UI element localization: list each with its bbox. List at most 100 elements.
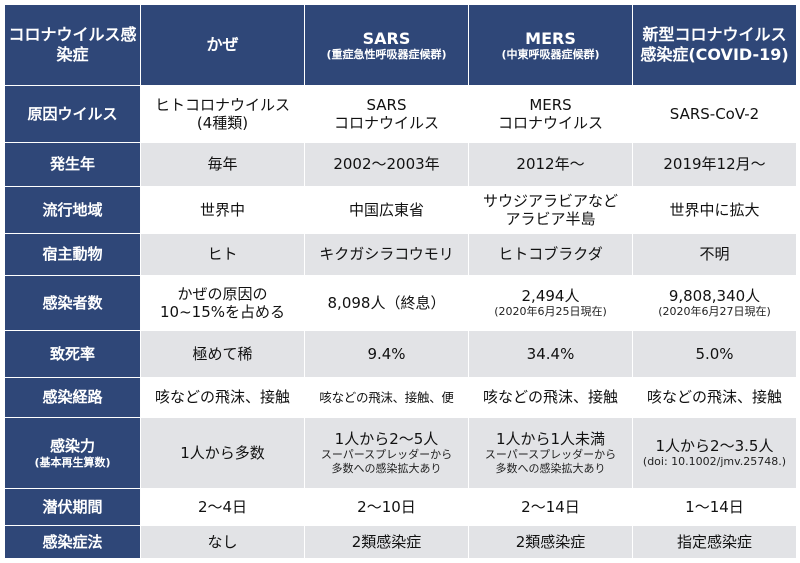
table-cell: サウジアラビアなど アラビア半島 xyxy=(468,186,633,234)
row-header: 感染力 (基本再生算数) xyxy=(4,417,141,490)
cell-line: 咳などの飛沫、接触、便 xyxy=(319,389,454,405)
table-cell: 中国広東省 xyxy=(304,186,469,234)
table-cell: 9.4% xyxy=(304,330,469,378)
column-header: MERS (中東呼吸器症候群) xyxy=(468,3,633,87)
cell-line: 34.4% xyxy=(526,344,575,363)
cell-note: スーパースプレッダーから 多数への感染拡大あり xyxy=(320,447,453,476)
cell-line: かぜ xyxy=(206,35,239,55)
cell-line: 1人から1人未満 xyxy=(495,429,606,448)
table-cell: SARS-CoV-2 xyxy=(632,85,797,143)
table-row: 感染経路 咳などの飛沫、接触 咳などの飛沫、接触、便 咳などの飛沫、接触 咳などの飛沫、… xyxy=(4,376,797,419)
cell-line: MERS xyxy=(525,28,576,48)
row-header-label: 感染症法 xyxy=(42,532,103,551)
table-cell: 2019年12月〜 xyxy=(632,141,797,188)
row-header-label: 宿主動物 xyxy=(42,245,103,264)
table-row: 感染力 (基本再生算数) 1人から多数 1人から2〜5人 スーパースプレッダーから 多数… xyxy=(4,417,797,490)
column-header-sub: (重症急性呼吸器症候群) xyxy=(326,48,447,62)
table-cell: 1〜14日 xyxy=(632,488,797,526)
cell-line: 1〜14日 xyxy=(685,497,744,516)
table-cell: 毎年 xyxy=(140,141,305,188)
table-cell: 2,494人 (2020年6月25日現在) xyxy=(468,275,633,332)
cell-line: サウジアラビアなど xyxy=(482,191,618,210)
table-cell: 1人から2〜3.5人 (doi: 10.1002/jmv.25748.) xyxy=(632,417,797,490)
table-cell: ヒト xyxy=(140,232,305,277)
cell-line: 1人から2〜3.5人 xyxy=(655,436,774,455)
table-cell: SARS コロナウイルス xyxy=(304,85,469,143)
table-cell: 2〜4日 xyxy=(140,488,305,526)
table-cell: 1人から多数 xyxy=(140,417,305,490)
table-cell: かぜの原因の 10~15%を占める xyxy=(140,275,305,332)
table-cell: 2類感染症 xyxy=(468,524,633,559)
row-header: 感染症法 xyxy=(4,524,141,559)
cell-line: 指定感染症 xyxy=(676,532,752,551)
table-cell: 世界中 xyxy=(140,186,305,234)
row-header-label: 感染経路 xyxy=(42,388,103,407)
cell-line: なし xyxy=(207,532,238,551)
cell-line: SARS-CoV-2 xyxy=(669,104,760,123)
cell-line: 2019年12月〜 xyxy=(663,155,766,174)
table-cell: キクガシラコウモリ xyxy=(304,232,469,277)
cell-line: MERS xyxy=(529,95,572,114)
row-header-sublabel: (基本再生算数) xyxy=(34,455,111,469)
row-header-label: 流行地域 xyxy=(42,200,103,219)
table-cell: 咳などの飛沫、接触、便 xyxy=(304,376,469,419)
row-header-label: 致死率 xyxy=(49,344,95,363)
cell-line: 9,808,340人 xyxy=(668,286,761,305)
row-header-label: 原因ウイルス xyxy=(27,104,118,123)
column-header: 新型コロナウイルス感染症(COVID-19) xyxy=(632,3,797,87)
cell-line: かぜの原因の xyxy=(177,284,268,303)
row-header: 原因ウイルス xyxy=(4,85,141,143)
table-cell: MERS コロナウイルス xyxy=(468,85,633,143)
cell-line: 毎年 xyxy=(207,155,238,174)
cell-line: 咳などの飛沫、接触 xyxy=(154,388,290,407)
cell-line: 2,494人 xyxy=(521,286,580,305)
cell-line: 2類感染症 xyxy=(351,532,422,551)
table-cell: 1人から2〜5人 スーパースプレッダーから 多数への感染拡大あり xyxy=(304,417,469,490)
cell-line: 10~15%を占める xyxy=(160,303,285,322)
row-header: 宿主動物 xyxy=(4,232,141,277)
table-row: 原因ウイルス ヒトコロナウイルス (4種類) SARS コロナウイルス MERS コロナウイ… xyxy=(4,85,797,143)
cell-line: 9.4% xyxy=(367,344,406,363)
table-cell: 咳などの飛沫、接触 xyxy=(468,376,633,419)
row-header: 感染者数 xyxy=(4,275,141,332)
table-row: 致死率 極めて稀 9.4% 34.4% 5.0% xyxy=(4,330,797,378)
table-cell: 咳などの飛沫、接触 xyxy=(632,376,797,419)
table-cell: 指定感染症 xyxy=(632,524,797,559)
corner-header: コロナウイルス感染症 xyxy=(4,3,141,87)
cell-note: (2020年6月27日現在) xyxy=(658,305,771,319)
cell-line: 8,098人（終息） xyxy=(327,294,446,313)
table-cell: 5.0% xyxy=(632,330,797,378)
covid-comparison-table: コロナウイルス感染症 かぜ SARS (重症急性呼吸器症候群) MERS (中東呼吸器症候… xyxy=(4,3,797,559)
table-cell: ヒトコロナウイルス (4種類) xyxy=(140,85,305,143)
row-header-label: 感染者数 xyxy=(42,294,103,313)
cell-line: 新型コロナウイルス xyxy=(642,25,787,45)
cell-line: 2012年〜 xyxy=(516,155,585,174)
cell-note: (2020年6月25日現在) xyxy=(494,305,607,319)
cell-line: 感染症 xyxy=(56,25,137,64)
cell-line: SARS xyxy=(366,95,407,114)
table-cell: 咳などの飛沫、接触 xyxy=(140,376,305,419)
column-header-sub: (中東呼吸器症候群) xyxy=(501,48,600,62)
table-row: 発生年 毎年 2002〜2003年 2012年〜 2019年12月〜 xyxy=(4,141,797,188)
row-header: 流行地域 xyxy=(4,186,141,234)
cell-line: 1人から2〜5人 xyxy=(334,429,439,448)
cell-line: コロナウイルス xyxy=(497,113,603,132)
cell-line: キクガシラコウモリ xyxy=(319,245,454,264)
cell-line: 世界中に拡大 xyxy=(669,200,760,219)
table-row: 感染症法 なし 2類感染症 2類感染症 指定感染症 xyxy=(4,524,797,559)
table-cell: 2類感染症 xyxy=(304,524,469,559)
cell-line: 2〜10日 xyxy=(357,497,416,516)
table-row: 感染者数 かぜの原因の 10~15%を占める 8,098人（終息） 2,494人 (202… xyxy=(4,275,797,332)
row-header: 致死率 xyxy=(4,330,141,378)
cell-line: コロナウイルス xyxy=(8,25,121,45)
cell-line: 極めて稀 xyxy=(192,344,253,363)
cell-line: SARS xyxy=(362,28,411,48)
row-header-label: 潜伏期間 xyxy=(42,497,103,516)
cell-line: 5.0% xyxy=(695,344,734,363)
table-row: 潜伏期間 2〜4日 2〜10日 2〜14日 1〜14日 xyxy=(4,488,797,526)
cell-line: 2002〜2003年 xyxy=(333,155,440,174)
cell-line: 2類感染症 xyxy=(515,532,586,551)
table-row: 宿主動物 ヒト キクガシラコウモリ ヒトコブラクダ 不明 xyxy=(4,232,797,277)
table-cell: 極めて稀 xyxy=(140,330,305,378)
table-cell: 9,808,340人 (2020年6月27日現在) xyxy=(632,275,797,332)
